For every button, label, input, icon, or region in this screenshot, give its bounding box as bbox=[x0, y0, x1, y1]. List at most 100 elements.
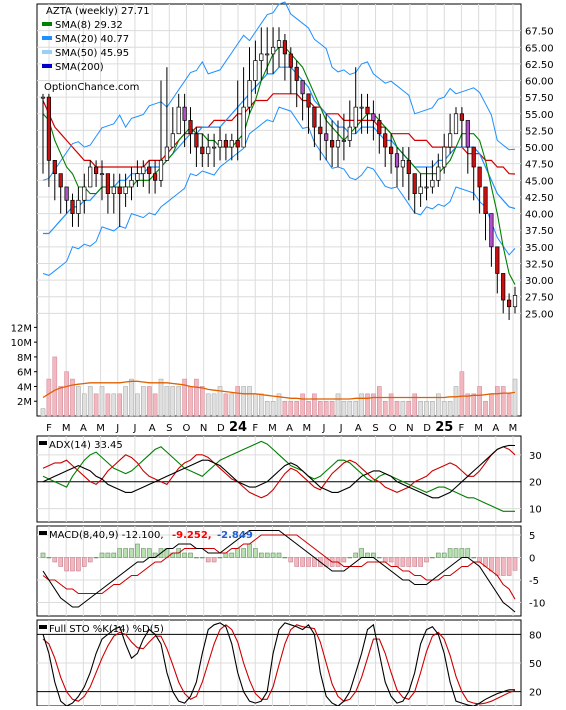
volume-bar bbox=[176, 386, 181, 417]
price-tick-label: 25.00 bbox=[525, 309, 554, 320]
volume-bar bbox=[158, 378, 164, 417]
price-tick-label: 65.00 bbox=[525, 43, 554, 54]
price-tick-label: 42.50 bbox=[525, 193, 554, 204]
volume-bar bbox=[412, 393, 417, 417]
candle-body bbox=[424, 186, 429, 189]
volume-bar bbox=[371, 393, 376, 417]
candle-body bbox=[459, 113, 464, 121]
macd-histogram-bar bbox=[418, 557, 423, 567]
legend-swatch bbox=[42, 36, 52, 40]
candle-body bbox=[512, 294, 518, 308]
volume-bar bbox=[188, 386, 193, 417]
volume-bar bbox=[341, 400, 347, 417]
chart-title: AZTA (weekly) 27.71 bbox=[46, 6, 150, 17]
sto-tick-label: 20 bbox=[529, 688, 542, 699]
macd-histogram-bar bbox=[341, 557, 347, 563]
macd-histogram-bar bbox=[200, 557, 205, 559]
volume-bar bbox=[500, 386, 506, 417]
volume-bar bbox=[205, 393, 211, 417]
x-tick-label: O bbox=[389, 423, 397, 434]
candle-body bbox=[153, 173, 158, 181]
volume-bar bbox=[329, 400, 335, 417]
adx-series-line bbox=[42, 444, 516, 499]
volume-bar bbox=[406, 400, 412, 417]
x-tick-label: 25 bbox=[435, 420, 453, 435]
volume-bar bbox=[365, 393, 370, 417]
macd-histogram-bar bbox=[182, 552, 187, 558]
volume-bar bbox=[353, 400, 358, 417]
candle-body bbox=[123, 186, 128, 194]
adx-swatch bbox=[39, 441, 47, 445]
macd-histogram-bar bbox=[205, 557, 211, 563]
macd-title: MACD(8,40,9) -12.100, bbox=[49, 530, 164, 541]
candle-body bbox=[359, 106, 364, 109]
legend-label: SMA(20) 40.77 bbox=[55, 34, 129, 45]
macd-signal-value: -9.252, bbox=[172, 530, 212, 541]
volume-bar bbox=[70, 378, 75, 417]
volume-average-line bbox=[42, 380, 516, 400]
macd-histogram-bar bbox=[235, 548, 240, 558]
macd-histogram-bar bbox=[406, 557, 412, 567]
macd-histogram-bar bbox=[52, 557, 58, 563]
candle-body bbox=[477, 166, 482, 188]
candle-body bbox=[347, 126, 352, 141]
macd-histogram-bar bbox=[46, 557, 52, 559]
candle-body bbox=[217, 140, 223, 148]
macd-histogram-bar bbox=[506, 557, 512, 576]
volume-bar bbox=[229, 393, 235, 417]
candle-body bbox=[135, 173, 140, 181]
x-tick-label: F bbox=[252, 423, 258, 434]
volume-bar bbox=[241, 386, 246, 417]
x-tick-label: A bbox=[355, 423, 362, 434]
upper-band-line bbox=[42, 1, 516, 181]
x-tick-label: M bbox=[509, 423, 518, 434]
legend-swatch bbox=[42, 50, 52, 54]
macd-histogram-bar bbox=[129, 548, 134, 558]
legend-label: SMA(200) bbox=[55, 62, 104, 73]
sma50-line bbox=[42, 93, 516, 175]
macd-histogram-bar bbox=[436, 552, 441, 558]
candle-body bbox=[76, 199, 81, 214]
macd-histogram-bar bbox=[40, 552, 46, 558]
volume-bar bbox=[294, 400, 299, 417]
candle-body bbox=[170, 133, 175, 148]
volume-bar bbox=[323, 400, 329, 417]
macd-histogram-bar bbox=[459, 548, 465, 558]
candle-body bbox=[294, 66, 299, 81]
macd-histogram-bar bbox=[412, 557, 417, 567]
price-tick-label: 37.50 bbox=[525, 226, 554, 237]
macd-histogram-bar bbox=[465, 548, 471, 558]
sto-swatch bbox=[39, 625, 47, 629]
macd-histogram-bar bbox=[306, 557, 311, 567]
x-tick-label: J bbox=[132, 423, 136, 434]
macd-histogram-bar bbox=[99, 552, 105, 558]
candle-body bbox=[406, 160, 411, 175]
volume-bar bbox=[430, 400, 435, 417]
price-tick-label: 47.50 bbox=[525, 160, 554, 171]
candle-body bbox=[88, 166, 93, 188]
macd-histogram-bar bbox=[447, 548, 453, 558]
macd-histogram-bar bbox=[359, 548, 364, 558]
volume-bar bbox=[129, 378, 134, 417]
x-tick-label: J bbox=[115, 423, 119, 434]
macd-histogram-bar bbox=[365, 552, 370, 558]
candle-body bbox=[200, 146, 205, 155]
macd-histogram-bar bbox=[123, 548, 128, 558]
adx-tick-label: 10 bbox=[529, 505, 542, 516]
volume-bar bbox=[135, 393, 140, 417]
macd-tick-label: 5 bbox=[529, 531, 535, 542]
volume-bar bbox=[270, 400, 276, 417]
candle-body bbox=[507, 299, 512, 308]
volume-bar bbox=[388, 393, 394, 417]
candle-body bbox=[82, 186, 87, 201]
volume-bar bbox=[400, 400, 406, 417]
volume-bar bbox=[82, 393, 87, 417]
volume-bar bbox=[194, 378, 199, 417]
macd-histogram-bar bbox=[223, 552, 229, 558]
adx-series-line bbox=[42, 446, 516, 499]
volume-bar bbox=[424, 400, 429, 417]
macd-swatch bbox=[39, 531, 47, 535]
macd-histogram-bar bbox=[58, 557, 63, 567]
